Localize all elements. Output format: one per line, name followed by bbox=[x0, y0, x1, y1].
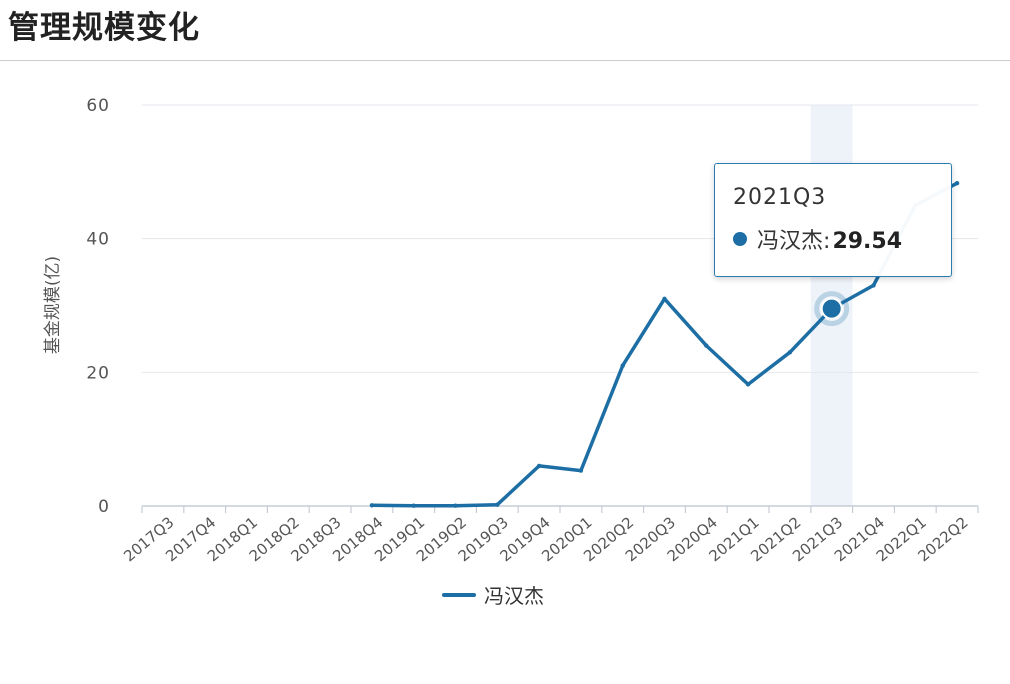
line-chart: 02040602017Q32017Q42018Q12018Q22018Q3201… bbox=[43, 96, 979, 608]
tooltip-value: 29.54 bbox=[832, 229, 903, 254]
data-point bbox=[745, 382, 751, 387]
data-point bbox=[704, 343, 709, 348]
tooltip-series-dot-icon bbox=[733, 232, 747, 246]
data-point bbox=[369, 503, 375, 508]
tooltip-series-name: 冯汉杰 bbox=[757, 229, 824, 254]
data-point bbox=[871, 283, 876, 288]
data-point bbox=[787, 350, 793, 355]
y-axis-title: 基金规模(亿) bbox=[43, 256, 63, 354]
y-tick-label: 0 bbox=[98, 497, 110, 517]
legend-label: 冯汉杰 bbox=[484, 584, 544, 608]
highlight-halo bbox=[814, 291, 850, 327]
tooltip-row: 冯汉杰:29.54 bbox=[733, 228, 902, 256]
y-tick-label: 20 bbox=[86, 363, 110, 383]
header: 管理规模变化 bbox=[0, 0, 1010, 61]
y-tick-label: 60 bbox=[86, 96, 110, 116]
tooltip: 2021Q3 冯汉杰:29.54 bbox=[714, 163, 952, 277]
data-point bbox=[620, 363, 625, 368]
page-title: 管理规模变化 bbox=[8, 10, 200, 46]
tooltip-title: 2021Q3 bbox=[733, 185, 827, 210]
y-tick-label: 40 bbox=[86, 230, 110, 250]
data-point bbox=[536, 463, 542, 469]
tooltip-separator: : bbox=[823, 229, 831, 254]
data-point bbox=[954, 180, 960, 186]
data-point bbox=[411, 503, 416, 508]
data-point bbox=[495, 502, 500, 507]
data-point bbox=[662, 296, 667, 302]
highlighted-data-point bbox=[820, 297, 843, 320]
data-point bbox=[578, 468, 584, 473]
data-point bbox=[453, 503, 458, 508]
